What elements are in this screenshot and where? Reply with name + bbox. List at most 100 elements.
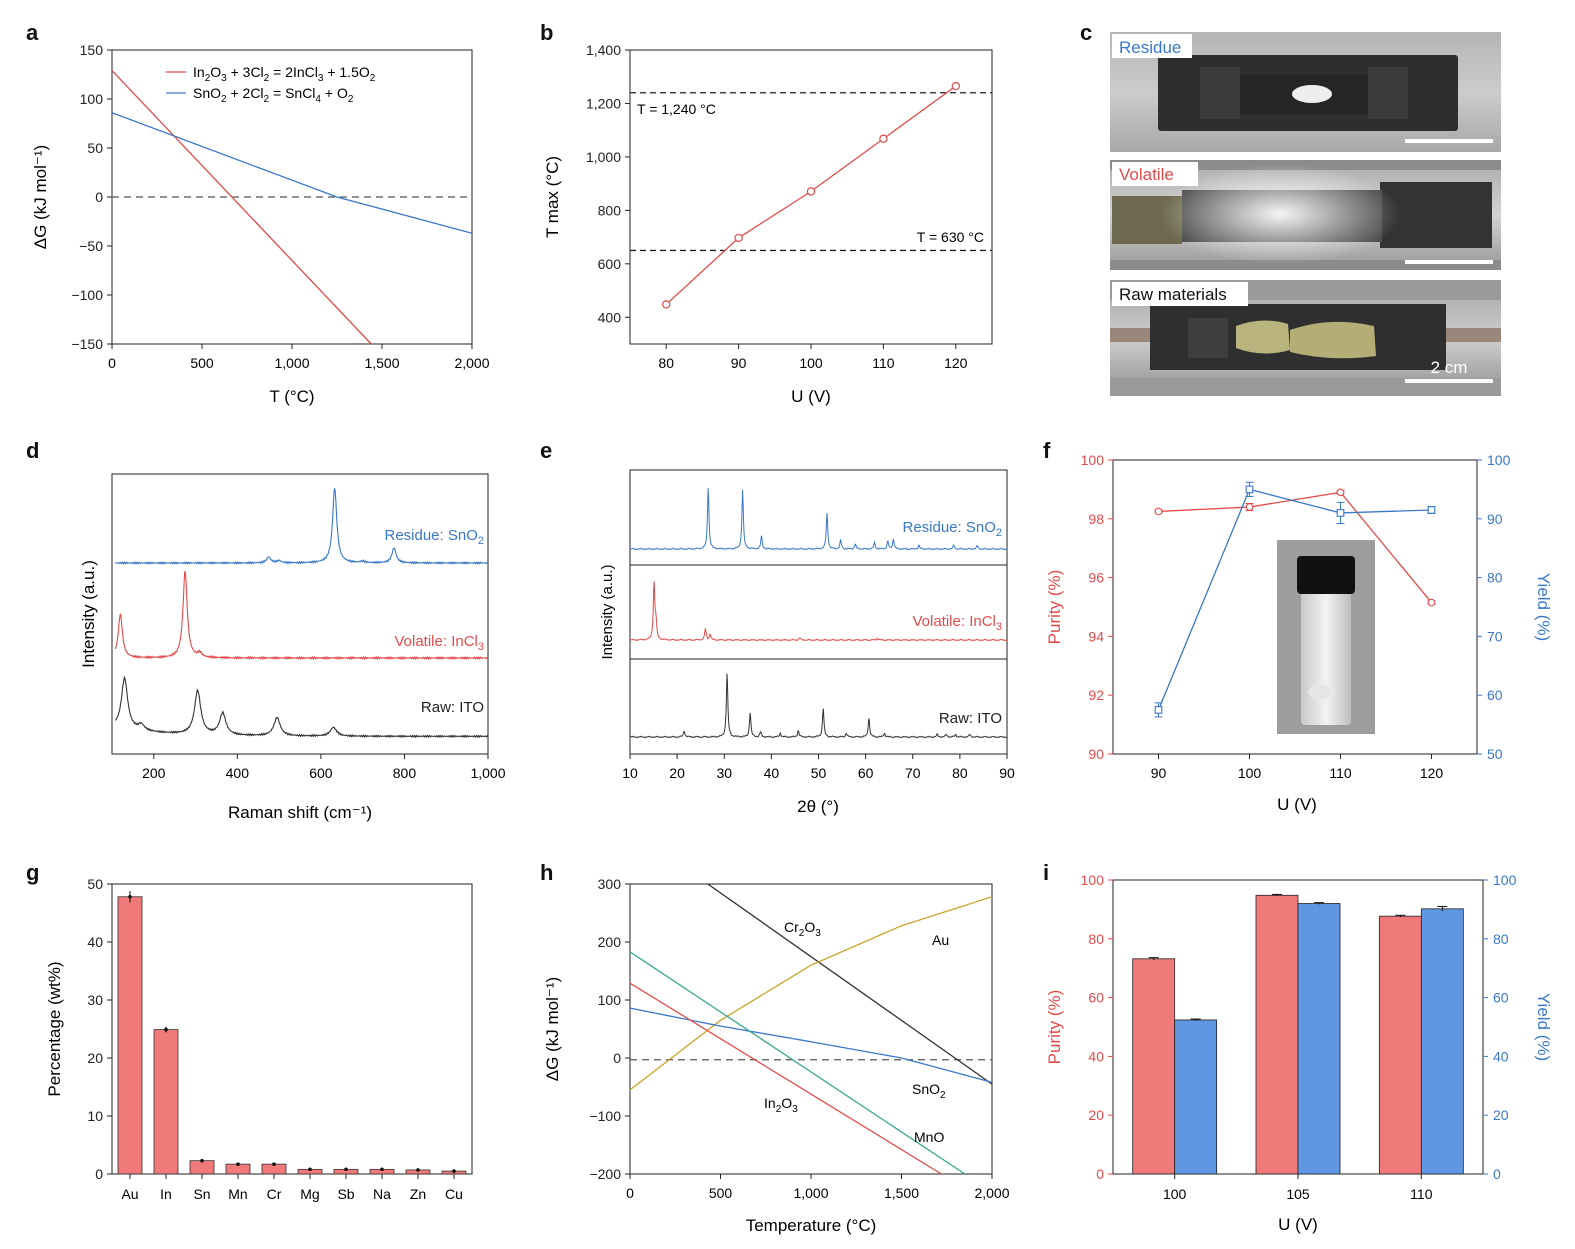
y-tick-label: 60 [1493, 990, 1509, 1006]
bar-yield-100 [1174, 1019, 1218, 1175]
series-label-raw: Raw: ITO [939, 710, 1002, 727]
panel-letter-e: e [540, 438, 552, 463]
data-dot [380, 1167, 384, 1172]
plot-frame [111, 473, 489, 755]
data-point-yield [1154, 706, 1163, 714]
y-tick-label: 50 [1487, 746, 1503, 762]
x-tick-label: 500 [709, 1185, 733, 1201]
y-tick-label: 60 [1487, 687, 1503, 703]
x-tick-label: In [160, 1186, 172, 1202]
y-tick-label: 200 [598, 934, 622, 950]
x-tick-label: Cr [267, 1186, 282, 1202]
bar-purity-110 [1378, 915, 1422, 1175]
y-tick-label: 70 [1487, 628, 1503, 644]
x-tick-label: Zn [410, 1186, 426, 1202]
y-axis-label: ΔG (kJ mol⁻¹) [31, 145, 50, 249]
y-tick-label: 0 [95, 189, 103, 205]
y-tick-label: 800 [598, 202, 622, 218]
xrd-pattern-residue [629, 488, 1008, 551]
photo-label-raw-materials: Raw materials [1119, 285, 1227, 304]
legend: In2O3 + 3Cl2 = 2InCl3 + 1.5O2 SnO2 + 2Cl… [166, 64, 376, 105]
x-tick-label: Sb [337, 1186, 354, 1202]
curve-label-cr2o3: Cr2O3 [784, 919, 821, 939]
data-dot [200, 1158, 204, 1163]
x-tick-label: 110 [1329, 765, 1352, 781]
xrd-pattern-raw [629, 673, 1008, 739]
data-dot [236, 1162, 240, 1166]
series-label-volatile: Volatile: InCl3 [912, 613, 1002, 633]
panel-d: 200 400 600 800 1,000 Residue: SnO2 Volatile… [79, 473, 506, 822]
hline-label-1240: T = 1,240 °C [637, 101, 716, 117]
y-tick-label: 100 [80, 91, 104, 107]
y-tick-label: 50 [87, 876, 103, 892]
panel-letters: a b c d e f g h i [26, 20, 1092, 885]
y-tick-label: −200 [589, 1166, 621, 1182]
data-dot [344, 1167, 348, 1172]
y-tick-label: 10 [87, 1108, 103, 1124]
panel-letter-c: c [1080, 20, 1092, 45]
x-tick-label: 1,500 [364, 355, 399, 371]
panel-b: 80 90 100 110 120 400 600 800 1,000 1,200 1,400 T … [543, 42, 993, 406]
data-point [662, 300, 671, 309]
x-tick-label: 110 [872, 355, 895, 371]
x-tick-label: 800 [393, 765, 417, 781]
plot-frame [1112, 459, 1478, 755]
panel-letter-b: b [540, 20, 553, 45]
spectrum-residue [115, 488, 489, 565]
data-dot [164, 1027, 168, 1032]
x-tick-label: Mg [300, 1186, 319, 1202]
x-tick-label: 90 [1151, 765, 1167, 781]
panel-h: 0 500 1,000 1,500 2,000 −200 −100 0 100 200 300 Cr… [543, 876, 1010, 1235]
data-point-purity [1154, 507, 1163, 516]
hline-label-630: T = 630 °C [917, 229, 984, 245]
y-tick-label: 100 [1493, 872, 1517, 888]
y-tick-label: 100 [598, 992, 622, 1008]
y-tick-label: 150 [80, 42, 104, 58]
x-tick-label: 10 [622, 765, 638, 781]
y-tick-label: 96 [1088, 570, 1104, 586]
curve-cr2o3 [707, 883, 993, 1085]
y-tick-label: 400 [598, 309, 622, 325]
y-tick-label: 20 [87, 1050, 103, 1066]
y-tick-label: −100 [71, 287, 103, 303]
x-tick-label: Sn [193, 1186, 210, 1202]
data-point-yield [1336, 509, 1345, 517]
y-tick-label: −50 [79, 238, 103, 254]
x-tick-label: 90 [731, 355, 747, 371]
y-axis-label-right: Yield (%) [1534, 573, 1553, 641]
x-tick-label: 110 [1410, 1186, 1433, 1202]
y-tick-label: 40 [87, 934, 103, 950]
y-tick-label: −150 [71, 336, 103, 352]
x-tick-label: 100 [799, 355, 823, 371]
curve-mno [629, 951, 966, 1175]
x-tick-label: 0 [626, 1185, 634, 1201]
x-axis-label: Temperature (°C) [746, 1216, 877, 1235]
y-tick-label: 80 [1088, 931, 1104, 947]
panel-letter-f: f [1043, 438, 1051, 463]
x-tick-label: 100 [1163, 1186, 1187, 1202]
y-tick-label: 0 [613, 1050, 621, 1066]
scale-bar [1405, 379, 1493, 383]
curve-label-mno: MnO [914, 1129, 944, 1145]
y-tick-label: 90 [1487, 511, 1503, 527]
y-axis-label: Percentage (wt%) [45, 961, 64, 1096]
series-label-volatile: Volatile: InCl3 [394, 633, 484, 653]
x-tick-label: 60 [858, 765, 874, 781]
x-tick-label: 70 [905, 765, 921, 781]
x-tick-label: 50 [811, 765, 827, 781]
y-tick-label: 94 [1088, 628, 1104, 644]
bar-in [153, 1029, 179, 1175]
data-dot [128, 894, 132, 899]
panel-e: 10 20 30 40 50 60 70 80 90 Residue: SnO2 Volatil… [599, 469, 1015, 816]
y-tick-label: 90 [1088, 746, 1104, 762]
x-tick-label: Au [121, 1186, 138, 1202]
data-dot [452, 1169, 456, 1173]
panel-c-photos: Residue Volatile 2 cm Raw materia [1110, 32, 1501, 396]
x-tick-label: Na [373, 1186, 391, 1202]
y-tick-label: 50 [87, 140, 103, 156]
x-tick-label: 1,000 [793, 1185, 828, 1201]
x-tick-label: 40 [764, 765, 780, 781]
bar-purity-100 [1132, 958, 1176, 1175]
y-tick-label: 40 [1088, 1048, 1104, 1064]
y-tick-label: 60 [1088, 990, 1104, 1006]
